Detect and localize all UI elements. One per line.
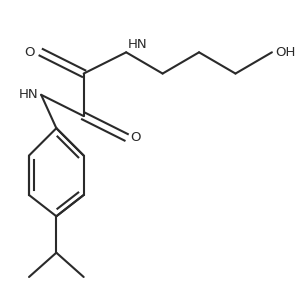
Text: O: O	[131, 131, 141, 144]
Text: O: O	[25, 46, 35, 59]
Text: HN: HN	[18, 88, 38, 101]
Text: OH: OH	[275, 46, 295, 59]
Text: HN: HN	[128, 38, 147, 51]
